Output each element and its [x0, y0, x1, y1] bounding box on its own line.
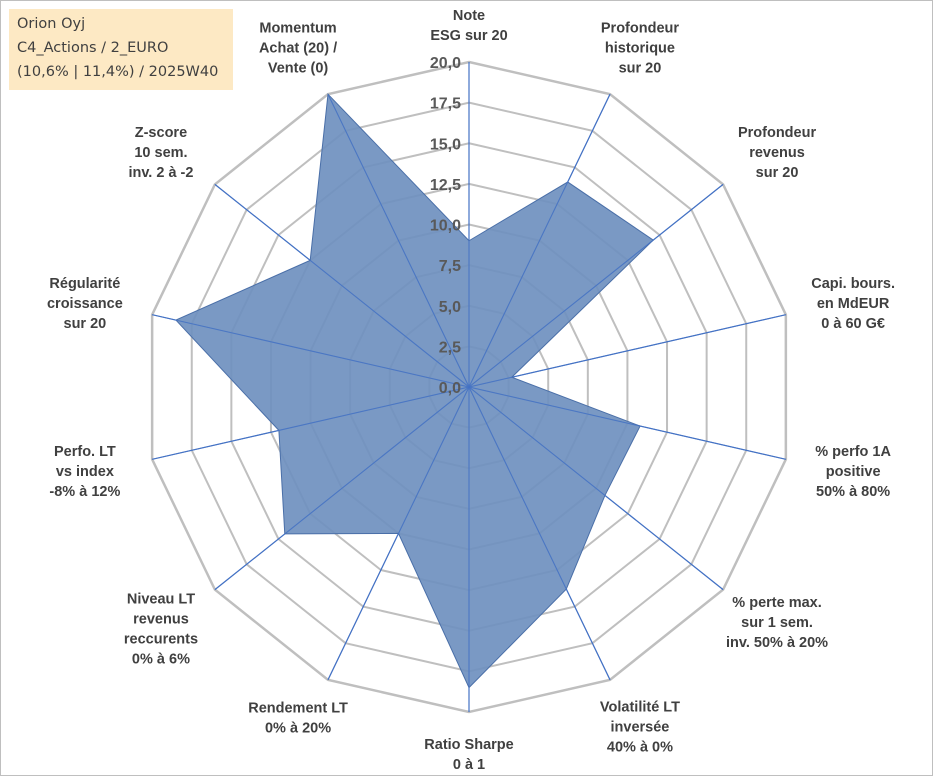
series-area	[175, 93, 655, 689]
axis-spoke-overlay-8	[327, 386, 470, 681]
tick-labels: 0,0 2,5 5,0 7,5 10,0 12,5 15,0 17,5 20,0	[430, 55, 461, 397]
axis-label-line: % perte max.	[732, 595, 821, 611]
tick-label: 0,0	[439, 380, 461, 397]
axis-label-line: Momentum	[259, 20, 336, 36]
axis-label-line: Profondeur	[601, 20, 679, 36]
axis-label-3: Capi. bours. en MdEUR 0 à 60 G€	[811, 276, 895, 332]
axis-label-line: 40% à 0%	[607, 740, 673, 756]
axis-spoke-overlay-6	[468, 386, 611, 681]
axis-label-2: Profondeur revenus sur 20	[738, 125, 816, 181]
axis-spoke-overlay-1	[468, 93, 611, 388]
axis-label-5: % perte max. sur 1 sem. inv. 50% à 20%	[726, 595, 828, 651]
tick-label: 17,5	[430, 96, 461, 113]
axis-label-0: Note ESG sur 20	[430, 8, 507, 44]
axis-label-13: Momentum Achat (20) / Vente (0)	[259, 20, 337, 76]
tick-label: 5,0	[439, 299, 461, 316]
axis-label-line: 0 à 60 G€	[821, 316, 885, 332]
axis-label-4: % perfo 1A positive 50% à 80%	[815, 444, 891, 500]
axis-label-line: sur 20	[756, 165, 799, 181]
axis-spoke-overlay-4	[468, 386, 786, 460]
axis-label-line: croissance	[47, 296, 123, 312]
axis-label-line: inversée	[611, 720, 670, 736]
tick-label: 10,0	[430, 218, 461, 235]
info-box: Orion Oyj C4_Actions / 2_EURO (10,6% | 1…	[9, 9, 233, 90]
axis-label-6: Volatilité LT inversée 40% à 0%	[600, 700, 680, 756]
series-layer	[152, 62, 786, 712]
axis-label-8: Rendement LT 0% à 20%	[248, 701, 348, 737]
axis-label-line: Achat (20) /	[259, 40, 337, 56]
axis-spoke-overlay-10	[152, 386, 470, 460]
axis-spoke-overlay-12	[214, 183, 470, 388]
axis-label-line: 0% à 20%	[265, 721, 331, 737]
tick-label: 2,5	[439, 339, 461, 356]
axis-label-11: Régularité croissance sur 20	[47, 276, 123, 332]
tick-label: 7,5	[439, 258, 461, 275]
axis-label-line: reccurents	[124, 631, 198, 647]
axis-label-line: ESG sur 20	[430, 28, 507, 44]
axis-label-line: Profondeur	[738, 125, 816, 141]
stats-label: (10,6% | 11,4%) / 2025W40	[17, 64, 219, 80]
axis-label-10: Perfo. LT vs index -8% à 12%	[49, 444, 120, 500]
axis-label-line: -8% à 12%	[49, 484, 120, 500]
axis-label-line: inv. 2 à -2	[128, 165, 193, 181]
axis-label-7: Ratio Sharpe 0 à 1	[424, 737, 513, 773]
axis-spoke-overlay-13	[327, 93, 470, 388]
axis-spoke-overlay-3	[468, 314, 786, 388]
axis-label-line: sur 1 sem.	[741, 615, 813, 631]
axis-label-line: Z-score	[135, 125, 187, 141]
axis-label-9: Niveau LT revenus reccurents 0% à 6%	[124, 591, 198, 667]
axis-label-line: 10 sem.	[134, 145, 187, 161]
axis-spoke-overlay-5	[468, 386, 724, 591]
axis-spoke-overlay-9	[214, 386, 470, 591]
category-label: C4_Actions / 2_EURO	[17, 40, 169, 56]
axis-spoke-overlay-11	[152, 314, 470, 388]
axis-label-line: Régularité	[49, 276, 120, 292]
axis-labels: Note ESG sur 20 Profondeur historique sur 20…	[47, 8, 895, 773]
axis-label-line: revenus	[133, 611, 189, 627]
axis-label-line: sur 20	[619, 60, 662, 76]
axis-label-line: Vente (0)	[268, 60, 329, 76]
company-name: Orion Oyj	[17, 16, 86, 32]
axis-label-12: Z-score 10 sem. inv. 2 à -2	[128, 125, 193, 181]
axis-label-line: Rendement LT	[248, 701, 348, 717]
axis-label-line: 0 à 1	[453, 757, 485, 773]
axis-label-line: Perfo. LT	[54, 444, 116, 460]
tick-label: 20,0	[430, 55, 461, 72]
axis-label-line: en MdEUR	[817, 296, 890, 312]
axis-label-line: 0% à 6%	[132, 651, 190, 667]
axis-label-line: % perfo 1A	[815, 444, 891, 460]
axis-label-line: vs index	[56, 464, 114, 480]
axis-label-line: revenus	[749, 145, 805, 161]
tick-label: 12,5	[430, 177, 461, 194]
axis-label-line: sur 20	[64, 316, 107, 332]
axis-label-line: Capi. bours.	[811, 276, 895, 292]
axis-label-1: Profondeur historique sur 20	[601, 20, 679, 76]
axis-label-line: Volatilité LT	[600, 700, 680, 716]
tick-label: 15,0	[430, 136, 461, 153]
axis-label-line: historique	[605, 40, 675, 56]
axis-label-line: Note	[453, 8, 485, 24]
axis-label-line: inv. 50% à 20%	[726, 635, 828, 651]
axis-label-line: 50% à 80%	[816, 484, 890, 500]
axis-label-line: positive	[826, 464, 881, 480]
axis-label-line: Niveau LT	[127, 591, 195, 607]
axis-label-line: Ratio Sharpe	[424, 737, 513, 753]
axis-spoke-overlay-2	[468, 183, 724, 388]
